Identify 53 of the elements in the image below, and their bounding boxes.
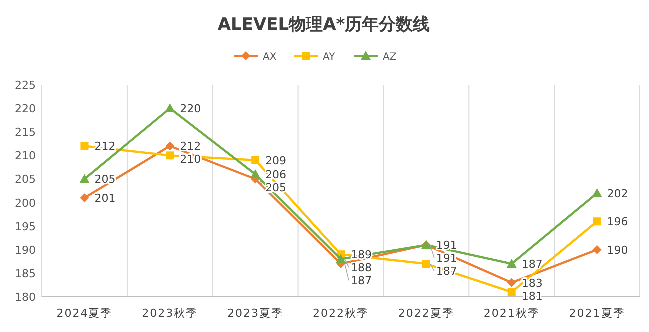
y-tick-label: 195 <box>15 220 36 234</box>
data-label: 188 <box>351 262 372 275</box>
point <box>80 174 90 184</box>
data-label: 181 <box>522 290 543 303</box>
data-label: 205 <box>94 173 116 186</box>
x-tick-label: 2021夏季 <box>569 307 626 320</box>
point <box>165 104 176 113</box>
data-label: 183 <box>522 276 543 290</box>
point <box>422 260 430 268</box>
data-label: 220 <box>180 102 202 116</box>
data-label: 189 <box>351 248 372 262</box>
x-tick-label: 2021秋季 <box>484 307 540 320</box>
legend-label: AX <box>263 52 277 63</box>
point <box>80 194 90 203</box>
y-tick-label: 210 <box>15 150 36 163</box>
data-label: 187 <box>351 274 372 288</box>
point <box>507 278 516 288</box>
point <box>336 254 346 264</box>
point <box>506 259 517 268</box>
data-label: 209 <box>266 154 287 168</box>
x-tick-label: 2023秋季 <box>142 307 198 320</box>
y-tick-label: 205 <box>15 173 36 186</box>
point <box>80 142 89 150</box>
y-tick-label: 190 <box>15 244 36 257</box>
x-tick-label: 2024夏季 <box>56 307 113 320</box>
y-tick-label: 200 <box>15 196 36 210</box>
data-label: 212 <box>180 140 202 154</box>
data-label: 187 <box>522 258 543 272</box>
point <box>592 245 602 254</box>
x-tick-label: 2023夏季 <box>228 307 284 320</box>
data-label: 191 <box>436 239 458 252</box>
y-tick-label: 225 <box>15 79 36 92</box>
point <box>508 288 516 296</box>
point <box>252 156 260 164</box>
y-tick-label: 215 <box>15 126 36 140</box>
data-label: 202 <box>607 187 628 200</box>
data-label: 191 <box>436 252 458 266</box>
point <box>592 188 602 198</box>
point <box>166 142 175 151</box>
data-label: 201 <box>94 192 116 206</box>
chart-title: ALEVEL物理A*历年分数线 <box>218 15 430 35</box>
legend-label: AZ <box>383 52 397 63</box>
x-tick-label: 2022夏季 <box>398 307 454 320</box>
y-tick-label: 220 <box>15 102 36 116</box>
point <box>593 218 602 226</box>
point <box>250 170 261 179</box>
point <box>166 152 174 160</box>
y-tick-label: 180 <box>15 291 36 304</box>
data-label: 196 <box>607 216 628 229</box>
x-tick-label: 2022秋季 <box>313 307 369 320</box>
y-tick-label: 185 <box>15 267 36 280</box>
legend-label: AY <box>323 52 336 63</box>
data-label: 190 <box>607 244 628 257</box>
